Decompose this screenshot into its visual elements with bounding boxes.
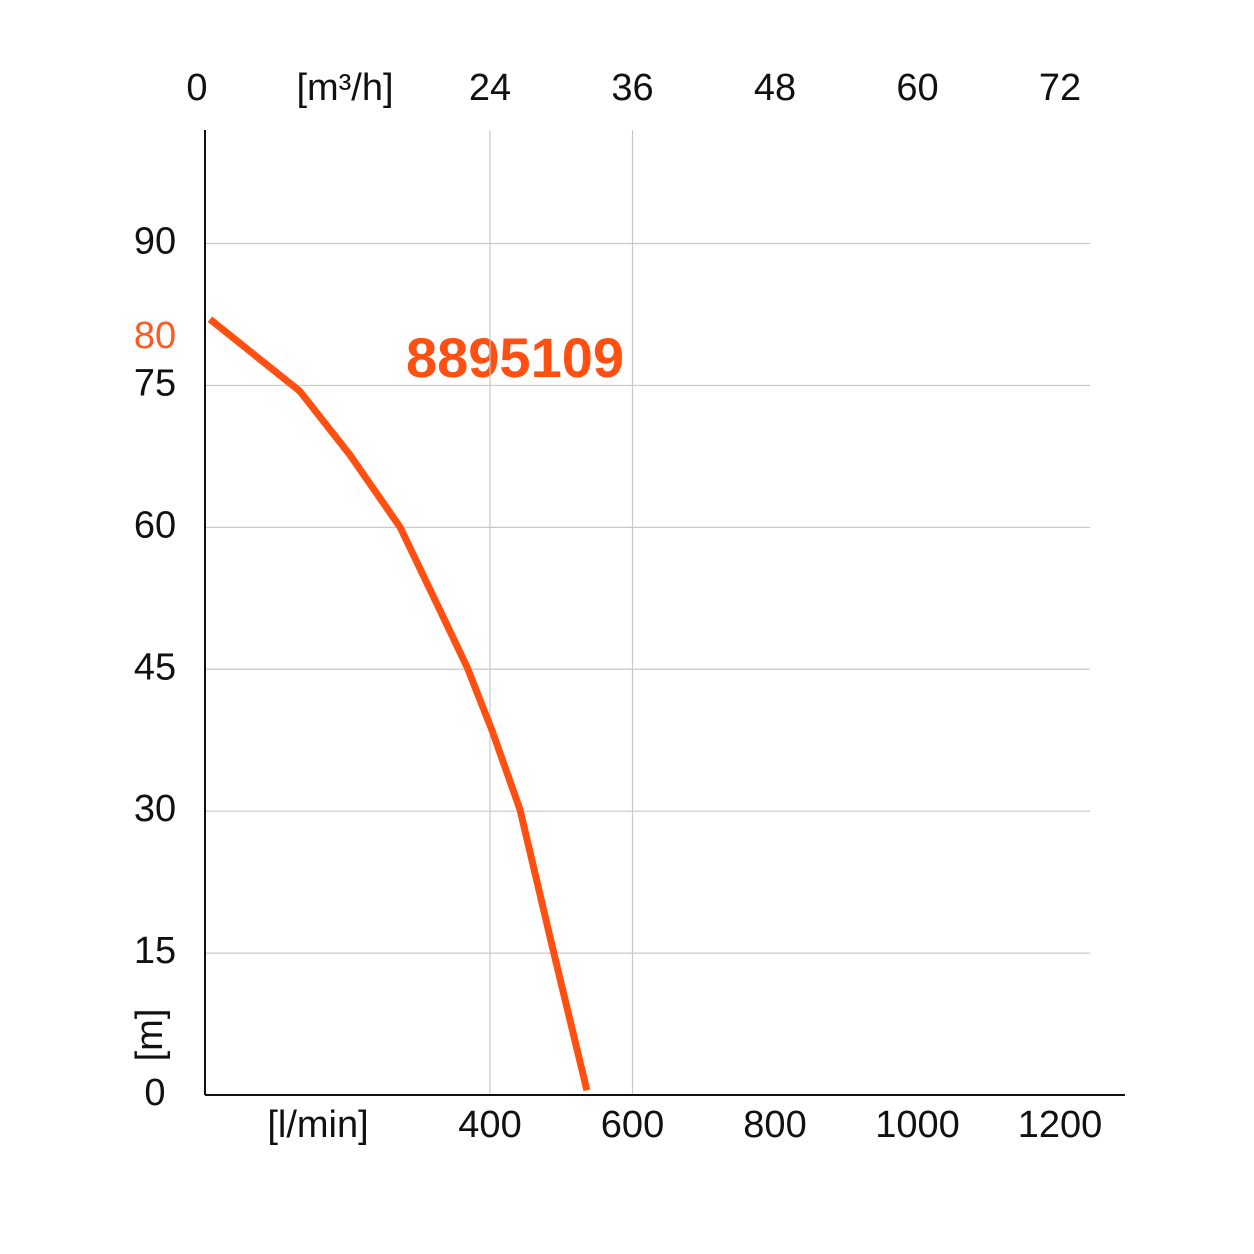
y-tick-label: 60 (134, 504, 176, 546)
curve (207, 316, 591, 1092)
chart-title: 8895109 (406, 326, 624, 389)
y-tick-label: 45 (134, 646, 176, 688)
x2-tick-label: 24 (469, 67, 511, 109)
x-unit-label: [l/min] (267, 1104, 368, 1146)
x2-unit-label: [m³/h] (296, 67, 393, 109)
x-tick-label: 1200 (1018, 1104, 1103, 1146)
x2-tick-label: 60 (896, 67, 938, 109)
x2-tick-label: 72 (1039, 67, 1081, 109)
x-tick-label: 800 (743, 1104, 806, 1146)
y-tick-label: 75 (134, 362, 176, 404)
y-tick-label: 30 (134, 788, 176, 830)
y-tick-label: 15 (134, 930, 176, 972)
x2-tick-label: 48 (754, 67, 796, 109)
y-tick-label: 90 (134, 221, 176, 263)
x2-tick-label: 0 (186, 67, 207, 109)
y-tick-label: 0 (144, 1072, 165, 1114)
x2-tick-label: 36 (611, 67, 653, 109)
x-tick-label: 400 (458, 1104, 521, 1146)
y-axis-label: [m] (129, 1009, 171, 1062)
x-tick-label: 1000 (875, 1104, 960, 1146)
x-tick-label: 600 (601, 1104, 664, 1146)
y-tick-label: 80 (134, 315, 176, 357)
